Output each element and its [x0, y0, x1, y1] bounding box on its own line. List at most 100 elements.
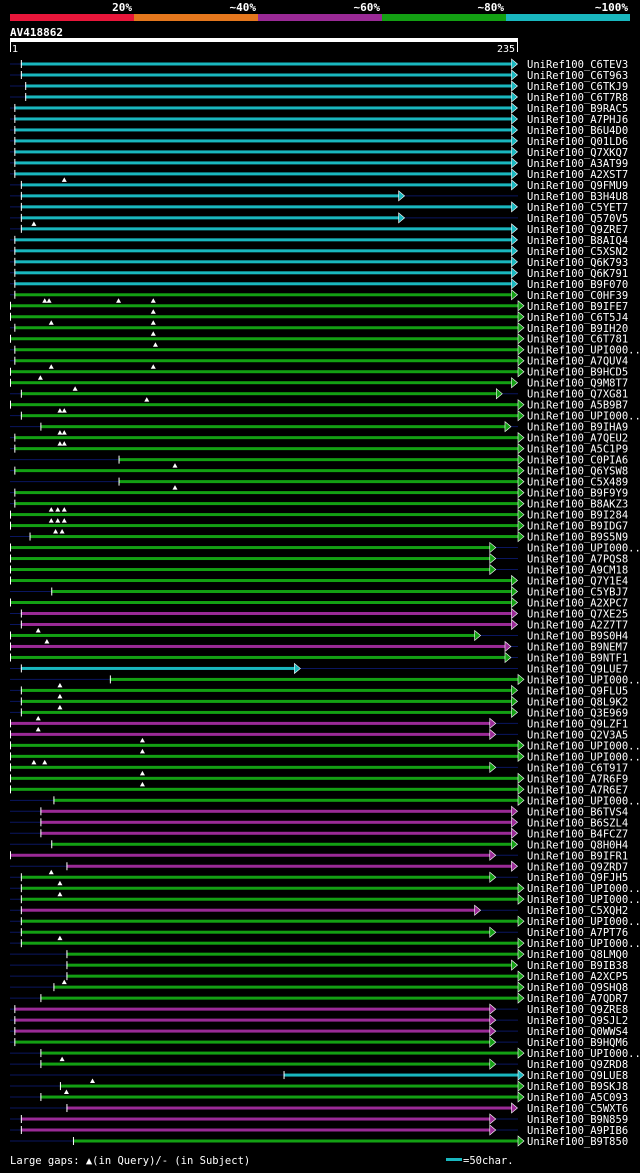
alignment-row[interactable]: UniRef100_B9RAC5 [10, 102, 628, 115]
hit-label[interactable]: UniRef100_Q8H0H4 [527, 839, 628, 851]
hit-bar[interactable] [14, 117, 512, 121]
hit-bar[interactable] [10, 743, 518, 747]
alignment-row[interactable]: UniRef100_C5WXT6 [10, 1102, 628, 1115]
hit-bar[interactable] [10, 557, 490, 561]
hit-bar[interactable] [14, 128, 512, 132]
hit-label[interactable]: UniRef100_B9I284 [527, 510, 628, 522]
alignment-row[interactable]: UniRef100_B9S5N9 [10, 529, 628, 544]
hit-label[interactable]: UniRef100_B6U4D0 [527, 125, 628, 137]
hit-bar[interactable] [14, 491, 518, 495]
hit-label[interactable]: UniRef100_Q570V5 [527, 213, 628, 225]
hit-bar[interactable] [53, 798, 519, 802]
hit-bar[interactable] [14, 260, 512, 264]
alignment-row[interactable]: UniRef100_B9HQM6 [10, 1036, 628, 1049]
hit-label[interactable]: UniRef100_Q9ZRD8 [527, 1059, 628, 1071]
hit-label[interactable]: UniRef100_C6T5J4 [527, 312, 628, 324]
hit-bar[interactable] [40, 831, 512, 835]
alignment-row[interactable]: UniRef100_B4FCZ7 [10, 827, 628, 840]
hit-label[interactable]: UniRef100_C0HF39 [527, 290, 628, 302]
alignment-row[interactable]: UniRef100_C5XQH2 [10, 904, 628, 917]
hit-bar[interactable] [25, 95, 512, 99]
hit-bar[interactable] [10, 732, 490, 736]
hit-label[interactable]: UniRef100_C5XSN2 [527, 246, 628, 258]
hit-bar[interactable] [10, 601, 512, 604]
hit-label[interactable]: UniRef100_Q2V3A5 [527, 729, 628, 741]
hit-bar[interactable] [20, 666, 295, 670]
hit-bar[interactable] [53, 985, 519, 989]
alignment-row[interactable]: UniRef100_UPI000.. [10, 915, 640, 928]
hit-label[interactable]: UniRef100_A7R6E7 [527, 784, 628, 796]
alignment-row[interactable]: UniRef100_Q9SHQ8 [10, 979, 628, 995]
hit-bar[interactable] [66, 952, 518, 956]
alignment-row[interactable]: UniRef100_Q6K793 [10, 256, 628, 269]
hit-bar[interactable] [20, 930, 490, 934]
hit-label[interactable]: UniRef100_Q6K791 [527, 268, 628, 280]
hit-bar[interactable] [59, 1084, 518, 1088]
alignment-row[interactable]: UniRef100_Q3E969 [10, 704, 628, 720]
hit-label[interactable]: UniRef100_C0PIA6 [527, 455, 628, 467]
alignment-row[interactable]: UniRef100_Q7XKQ7 [10, 146, 628, 159]
alignment-row[interactable]: UniRef100_C0PIA6 [10, 453, 628, 467]
hit-label[interactable]: UniRef100_Q9ZRD7 [527, 861, 628, 873]
hit-bar[interactable] [14, 150, 512, 154]
alignment-row[interactable]: UniRef100_B9S0H4 [10, 627, 628, 643]
alignment-row[interactable]: UniRef100_UPI000.. [10, 891, 640, 907]
hit-label[interactable]: UniRef100_B9IH20 [527, 323, 628, 335]
hit-label[interactable]: UniRef100_A9CM18 [527, 565, 628, 577]
hit-label[interactable]: UniRef100_UPI000.. [527, 883, 640, 895]
hit-bar[interactable] [20, 886, 518, 890]
hit-bar[interactable] [10, 644, 505, 648]
alignment-row[interactable]: UniRef100_UPI000.. [10, 1047, 640, 1060]
hit-label[interactable]: UniRef100_Q7Y1E4 [527, 576, 628, 588]
hit-bar[interactable] [14, 502, 518, 506]
hit-bar[interactable] [51, 590, 512, 594]
hit-label[interactable]: UniRef100_A7QDR7 [527, 993, 628, 1005]
hit-label[interactable]: UniRef100_Q3E969 [527, 707, 628, 719]
hit-label[interactable]: UniRef100_UPI000.. [527, 411, 640, 423]
hit-bar[interactable] [14, 348, 518, 352]
hit-bar[interactable] [10, 337, 518, 341]
hit-bar[interactable] [20, 897, 518, 901]
alignment-row[interactable]: UniRef100_A7R6F9 [10, 770, 628, 786]
hit-bar[interactable] [10, 304, 518, 308]
alignment-row[interactable]: UniRef100_B8AKZ3 [10, 497, 628, 511]
alignment-row[interactable]: UniRef100_Q9ZRE8 [10, 1003, 628, 1016]
hit-bar[interactable] [20, 875, 490, 879]
hit-label[interactable]: UniRef100_B4FCZ7 [527, 828, 628, 840]
hit-label[interactable]: UniRef100_B9IFR1 [527, 850, 628, 862]
alignment-row[interactable]: UniRef100_A5C1P9 [10, 441, 628, 456]
alignment-row[interactable]: UniRef100_Q9LZF1 [10, 715, 628, 731]
alignment-row[interactable]: UniRef100_Q01LD6 [10, 135, 628, 148]
alignment-row[interactable]: UniRef100_Q9LUE7 [10, 662, 628, 675]
alignment-row[interactable]: UniRef100_C6TKJ9 [10, 80, 628, 93]
hit-label[interactable]: UniRef100_A7R6F9 [527, 773, 628, 785]
hit-label[interactable]: UniRef100_A2XST7 [527, 169, 628, 181]
alignment-row[interactable]: UniRef100_B9IFE7 [10, 298, 628, 313]
alignment-row[interactable]: UniRef100_UPI000.. [10, 342, 640, 357]
hit-label[interactable]: UniRef100_A5C093 [527, 1092, 628, 1104]
alignment-row[interactable]: UniRef100_B9HCD5 [10, 364, 628, 379]
hit-bar[interactable] [51, 842, 512, 846]
hit-label[interactable]: UniRef100_B9IB38 [527, 960, 628, 972]
hit-label[interactable]: UniRef100_UPI000.. [527, 938, 640, 950]
alignment-row[interactable]: UniRef100_A7PT76 [10, 926, 628, 939]
alignment-row[interactable]: UniRef100_B9IH20 [10, 320, 628, 335]
alignment-row[interactable]: UniRef100_Q9SJL2 [10, 1014, 628, 1027]
alignment-row[interactable]: UniRef100_B9IHA9 [10, 421, 628, 434]
alignment-row[interactable]: UniRef100_C5YET7 [10, 201, 628, 214]
hit-label[interactable]: UniRef100_Q9FLU5 [527, 685, 628, 697]
hit-bar[interactable] [14, 1029, 490, 1033]
alignment-row[interactable]: UniRef100_Q9M8T7 [10, 375, 628, 390]
alignment-row[interactable]: UniRef100_Q8LMQ0 [10, 948, 628, 961]
hit-bar[interactable] [20, 62, 512, 66]
alignment-row[interactable]: UniRef100_UPI000.. [10, 935, 640, 951]
hit-label[interactable]: UniRef100_A7QUV4 [527, 356, 628, 368]
hit-bar[interactable] [14, 282, 512, 286]
hit-label[interactable]: UniRef100_B9HQM6 [527, 1037, 628, 1049]
hit-label[interactable]: UniRef100_A2XPC7 [527, 598, 628, 610]
alignment-row[interactable]: UniRef100_A5C093 [10, 1089, 628, 1105]
hit-bar[interactable] [66, 974, 518, 978]
hit-label[interactable]: UniRef100_UPI000.. [527, 916, 640, 928]
alignment-row[interactable]: UniRef100_Q9ZRD8 [10, 1056, 628, 1072]
hit-label[interactable]: UniRef100_C6T963 [527, 70, 628, 82]
